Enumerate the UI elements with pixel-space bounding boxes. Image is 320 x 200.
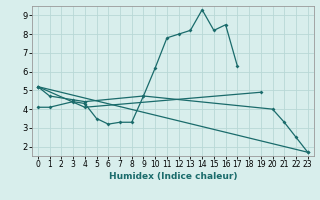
X-axis label: Humidex (Indice chaleur): Humidex (Indice chaleur): [108, 172, 237, 181]
